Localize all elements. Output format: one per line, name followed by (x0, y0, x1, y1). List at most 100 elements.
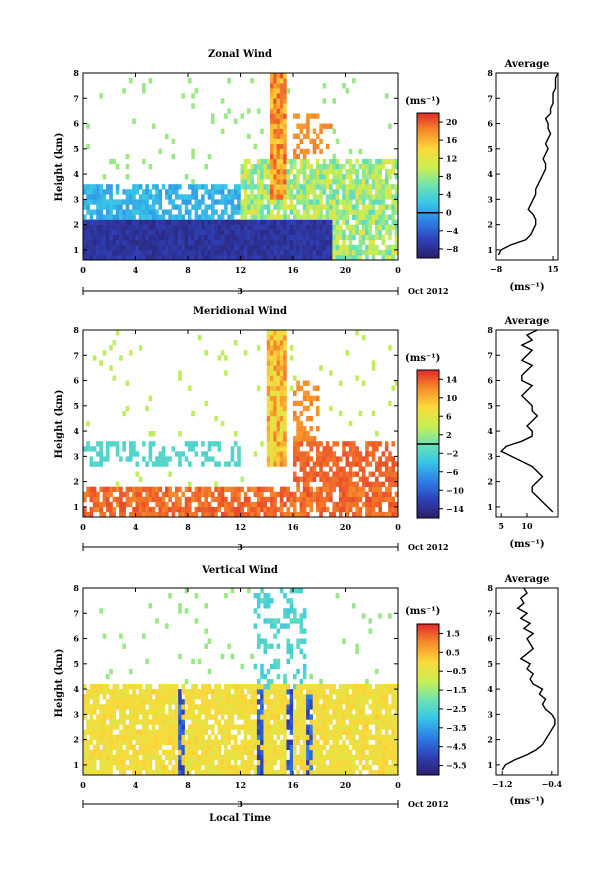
heatmap-cell (233, 709, 238, 715)
heatmap-cell (174, 699, 179, 705)
heatmap-cell (270, 224, 274, 230)
heatmap-cell (332, 224, 336, 230)
heatmap-cell (375, 461, 379, 467)
heatmap-cell (204, 204, 208, 210)
heatmap-cell (345, 486, 350, 493)
heatmap-cell (132, 764, 136, 771)
heatmap-cell (194, 684, 199, 690)
heatmap-cell (391, 739, 396, 745)
heatmap-cell (142, 729, 146, 735)
heatmap-cell (220, 239, 225, 246)
heatmap-cell (361, 471, 366, 477)
heatmap-cell (371, 239, 376, 246)
heatmap-cell (214, 511, 218, 518)
heatmap-cell (122, 724, 126, 730)
heatmap-cell (289, 204, 294, 210)
heatmap-cell (270, 451, 274, 457)
heatmap-cell (283, 204, 287, 210)
heatmap-cell (322, 456, 327, 462)
heatmap-cell (296, 719, 300, 725)
heatmap-cell (96, 214, 100, 220)
heatmap-cell (266, 436, 271, 442)
heatmap-cell (342, 501, 346, 508)
profile-y-tick-label: 3 (487, 709, 493, 719)
heatmap-cell (240, 506, 245, 513)
heatmap-cell (270, 88, 274, 94)
heatmap-cell (332, 684, 336, 690)
heatmap-cell (89, 219, 94, 225)
heatmap-cell (365, 456, 369, 462)
heatmap-cell (142, 633, 146, 639)
heatmap-cell (270, 764, 274, 771)
heatmap-cell (155, 699, 159, 705)
colorbar-unit: (ms⁻¹) (405, 96, 440, 107)
heatmap-cell (132, 244, 136, 251)
heatmap-cell (388, 764, 392, 771)
heatmap-cell (227, 254, 231, 261)
heatmap-cell (348, 199, 353, 205)
heatmap-cell (220, 249, 225, 256)
heatmap-cell (329, 486, 333, 493)
heatmap-cell (181, 684, 186, 690)
heatmap-cell (132, 744, 136, 751)
heatmap-cell (283, 249, 287, 256)
heatmap-cell (381, 481, 386, 487)
heatmap-cell (279, 486, 284, 493)
heatmap-cell (279, 244, 284, 251)
heatmap-cell (204, 451, 208, 457)
heatmap-cell (191, 204, 195, 210)
heatmap-cell (96, 184, 100, 190)
heatmap-cell (174, 451, 179, 457)
heatmap-cell (250, 174, 254, 180)
heatmap-cell (342, 689, 346, 695)
heatmap-cell (293, 390, 297, 396)
heatmap-cell (109, 714, 113, 720)
heatmap-cell (266, 239, 271, 246)
heatmap-cell (171, 719, 176, 725)
heatmap-cell (171, 744, 176, 751)
heatmap-cell (86, 441, 90, 447)
heatmap-cell (158, 204, 163, 210)
heatmap-cell (250, 214, 254, 220)
heatmap-cell (371, 194, 376, 200)
heatmap-cell (168, 254, 172, 261)
heatmap-cell (96, 254, 100, 261)
heatmap-cell (96, 209, 100, 215)
heatmap-cell (381, 719, 386, 725)
heatmap-cell (109, 754, 113, 761)
heatmap-cell (86, 744, 90, 751)
heatmap-cell (332, 158, 336, 165)
heatmap-cell (181, 229, 186, 236)
heatmap-cell (286, 169, 291, 175)
heatmap-cell (253, 663, 258, 670)
heatmap-cell (191, 239, 195, 246)
heatmap-cell (148, 749, 153, 756)
heatmap-cell (276, 491, 281, 498)
heatmap-cell (181, 219, 186, 225)
heatmap-cell (270, 229, 274, 236)
heatmap-cell (384, 471, 389, 477)
heatmap-cell (306, 163, 310, 170)
heatmap-cell (178, 370, 182, 376)
heatmap-cell (161, 719, 166, 725)
heatmap-cell (204, 501, 208, 508)
heatmap-cell (115, 744, 120, 751)
heatmap-cell (312, 143, 317, 150)
heatmap-cell (276, 704, 281, 710)
heatmap-cell (92, 749, 97, 756)
heatmap-cell (365, 229, 369, 236)
heatmap-cell (122, 219, 126, 225)
heatmap-cell (361, 754, 366, 761)
heatmap-cell (201, 704, 205, 710)
heatmap-cell (217, 506, 222, 513)
heatmap-cell (86, 224, 90, 230)
heatmap-cell (92, 754, 97, 761)
heatmap-cell (332, 239, 336, 246)
heatmap-cell (388, 724, 392, 730)
heatmap-cell (329, 370, 333, 376)
heatmap-cell (217, 234, 222, 241)
heatmap-cell (302, 481, 307, 487)
colorbar-tick-label: −3.5 (446, 723, 467, 733)
